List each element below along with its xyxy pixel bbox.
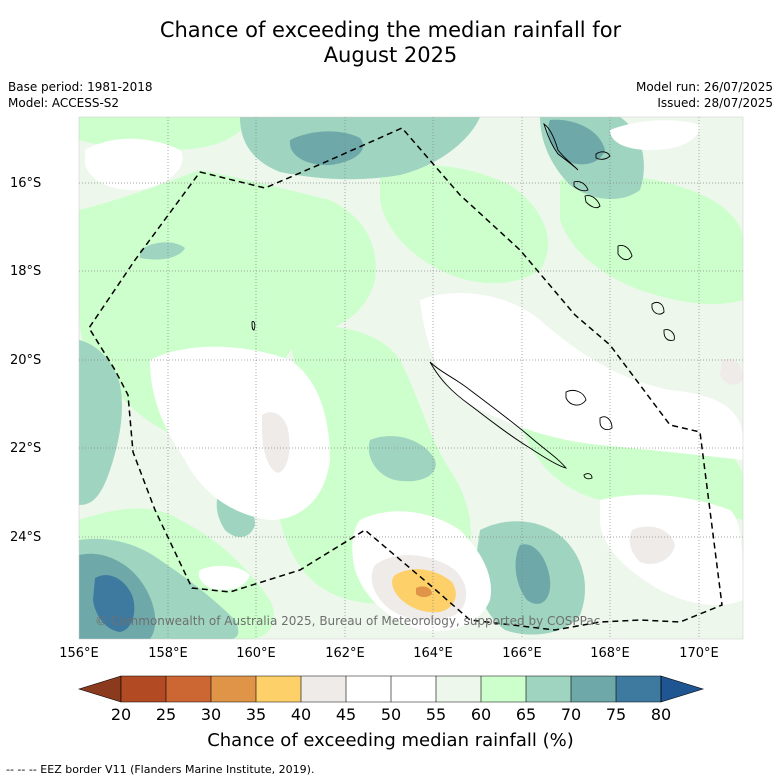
map-title: Chance of exceeding the median rainfall … — [0, 18, 781, 68]
base-period-text: Base period: 1981-2018 — [8, 80, 153, 94]
lon-label-170e: 170°E — [679, 646, 719, 661]
colorbar-bin-80 — [616, 676, 661, 702]
lon-label-166e: 166°E — [502, 646, 542, 661]
copyright-text: © Commonwealth of Australia 2025, Bureau… — [95, 614, 601, 628]
region-65-70-central — [368, 436, 436, 482]
colorbar-tick: 80 — [650, 705, 672, 724]
region-60-65-northeast — [560, 174, 743, 305]
region-45-55-b — [150, 346, 330, 520]
loyalty-lifou — [565, 389, 587, 406]
eez-border — [88, 127, 723, 631]
lat-label-22s: 22°S — [10, 441, 42, 456]
lon-label-168e: 168°E — [590, 646, 630, 661]
colorbar-tick: 20 — [110, 705, 132, 724]
region-45-55-f — [610, 120, 700, 150]
lat-label-20s: 20°S — [10, 353, 42, 368]
colorbar-bin-55 — [391, 676, 436, 702]
colorbar-tick: 50 — [380, 705, 402, 724]
region-65-70-small — [140, 242, 185, 260]
lon-label-156e: 156°E — [59, 646, 99, 661]
colorbar-bin-50 — [346, 676, 391, 702]
region-75-80 — [93, 575, 135, 632]
colorbar-dividers — [120, 675, 662, 703]
colorbar-bin-75 — [571, 676, 616, 702]
map-frame — [78, 116, 744, 640]
model-text: Model: ACCESS-S2 — [8, 96, 120, 110]
loyalty-ouvea — [651, 301, 665, 315]
lon-label-160e: 160°E — [236, 646, 276, 661]
region-40-45-a — [262, 412, 290, 473]
lon-label-164e: 164°E — [413, 646, 453, 661]
graticule — [79, 117, 743, 639]
colorbar-tick: 75 — [605, 705, 627, 724]
region-70-75-vanuatu — [548, 119, 605, 165]
region-45-55-a — [85, 138, 183, 191]
region-45-55-c — [420, 292, 743, 460]
region-70-75-south — [515, 544, 551, 604]
vanuatu-island-a — [573, 181, 589, 192]
colorbar-bin-60 — [436, 676, 481, 702]
isle-of-pines — [583, 473, 593, 480]
colorbar-bin-65 — [481, 676, 526, 702]
colorbar — [77, 675, 705, 703]
colorbar-tick: 60 — [470, 705, 492, 724]
colorbar-extend-high — [660, 675, 705, 703]
colorbar-bin-30 — [166, 676, 211, 702]
new-caledonia-island — [429, 361, 568, 469]
vanuatu-tanna — [617, 245, 633, 261]
loyalty-mare — [599, 416, 613, 431]
colorbar-bin-35 — [211, 676, 256, 702]
region-45-55-g — [198, 565, 250, 590]
colorbar-bin-45 — [301, 676, 346, 702]
region-60-65-north — [380, 165, 549, 284]
meta-left: Base period: 1981-2018 Model: ACCESS-S2 — [8, 79, 153, 111]
colorbar-tick: 40 — [290, 705, 312, 724]
map-title-line1: Chance of exceeding the median rainfall … — [159, 18, 622, 42]
region-30-35 — [416, 586, 432, 597]
region-40-45-d — [720, 358, 743, 385]
colorbar-tick: 45 — [335, 705, 357, 724]
colorbar-bin-25 — [121, 676, 166, 702]
map-title-line2: August 2025 — [323, 43, 458, 67]
lat-label-18s: 18°S — [10, 264, 42, 279]
vanuatu-espiritu-santo — [543, 122, 579, 171]
colorbar-tick: 55 — [425, 705, 447, 724]
colorbar-tick: 30 — [200, 705, 222, 724]
colorbar-bin-70 — [526, 676, 571, 702]
issued-text: Issued: 28/07/2025 — [657, 96, 773, 110]
lon-label-158e: 158°E — [148, 646, 188, 661]
colorbar-tick: 35 — [245, 705, 267, 724]
lat-label-16s: 16°S — [10, 176, 42, 191]
region-65-70-west — [79, 340, 122, 505]
eez-legend-footnote: -- -- -- EEZ border V11 (Flanders Marine… — [6, 763, 315, 776]
vanuatu-island-b — [595, 151, 611, 160]
coastlines — [251, 122, 675, 480]
meta-right: Model run: 26/07/2025 Issued: 28/07/2025 — [636, 79, 773, 111]
region-40-45-c — [629, 526, 675, 565]
colorbar-bin-40 — [256, 676, 301, 702]
colorbar-extend-low — [77, 675, 122, 703]
lon-label-162e: 162°E — [325, 646, 365, 661]
loyalty-island-b — [663, 329, 675, 341]
chesterfield-islet — [251, 321, 256, 331]
rainfall-probability-field — [79, 117, 743, 639]
colorbar-tick: 65 — [515, 705, 537, 724]
colorbar-title: Chance of exceeding median rainfall (%) — [207, 730, 574, 751]
colorbar-tick: 25 — [155, 705, 177, 724]
vanuatu-efate — [584, 195, 601, 209]
colorbar-tick: 70 — [560, 705, 582, 724]
lat-label-24s: 24°S — [10, 530, 42, 545]
model-run-text: Model run: 26/07/2025 — [635, 80, 773, 94]
